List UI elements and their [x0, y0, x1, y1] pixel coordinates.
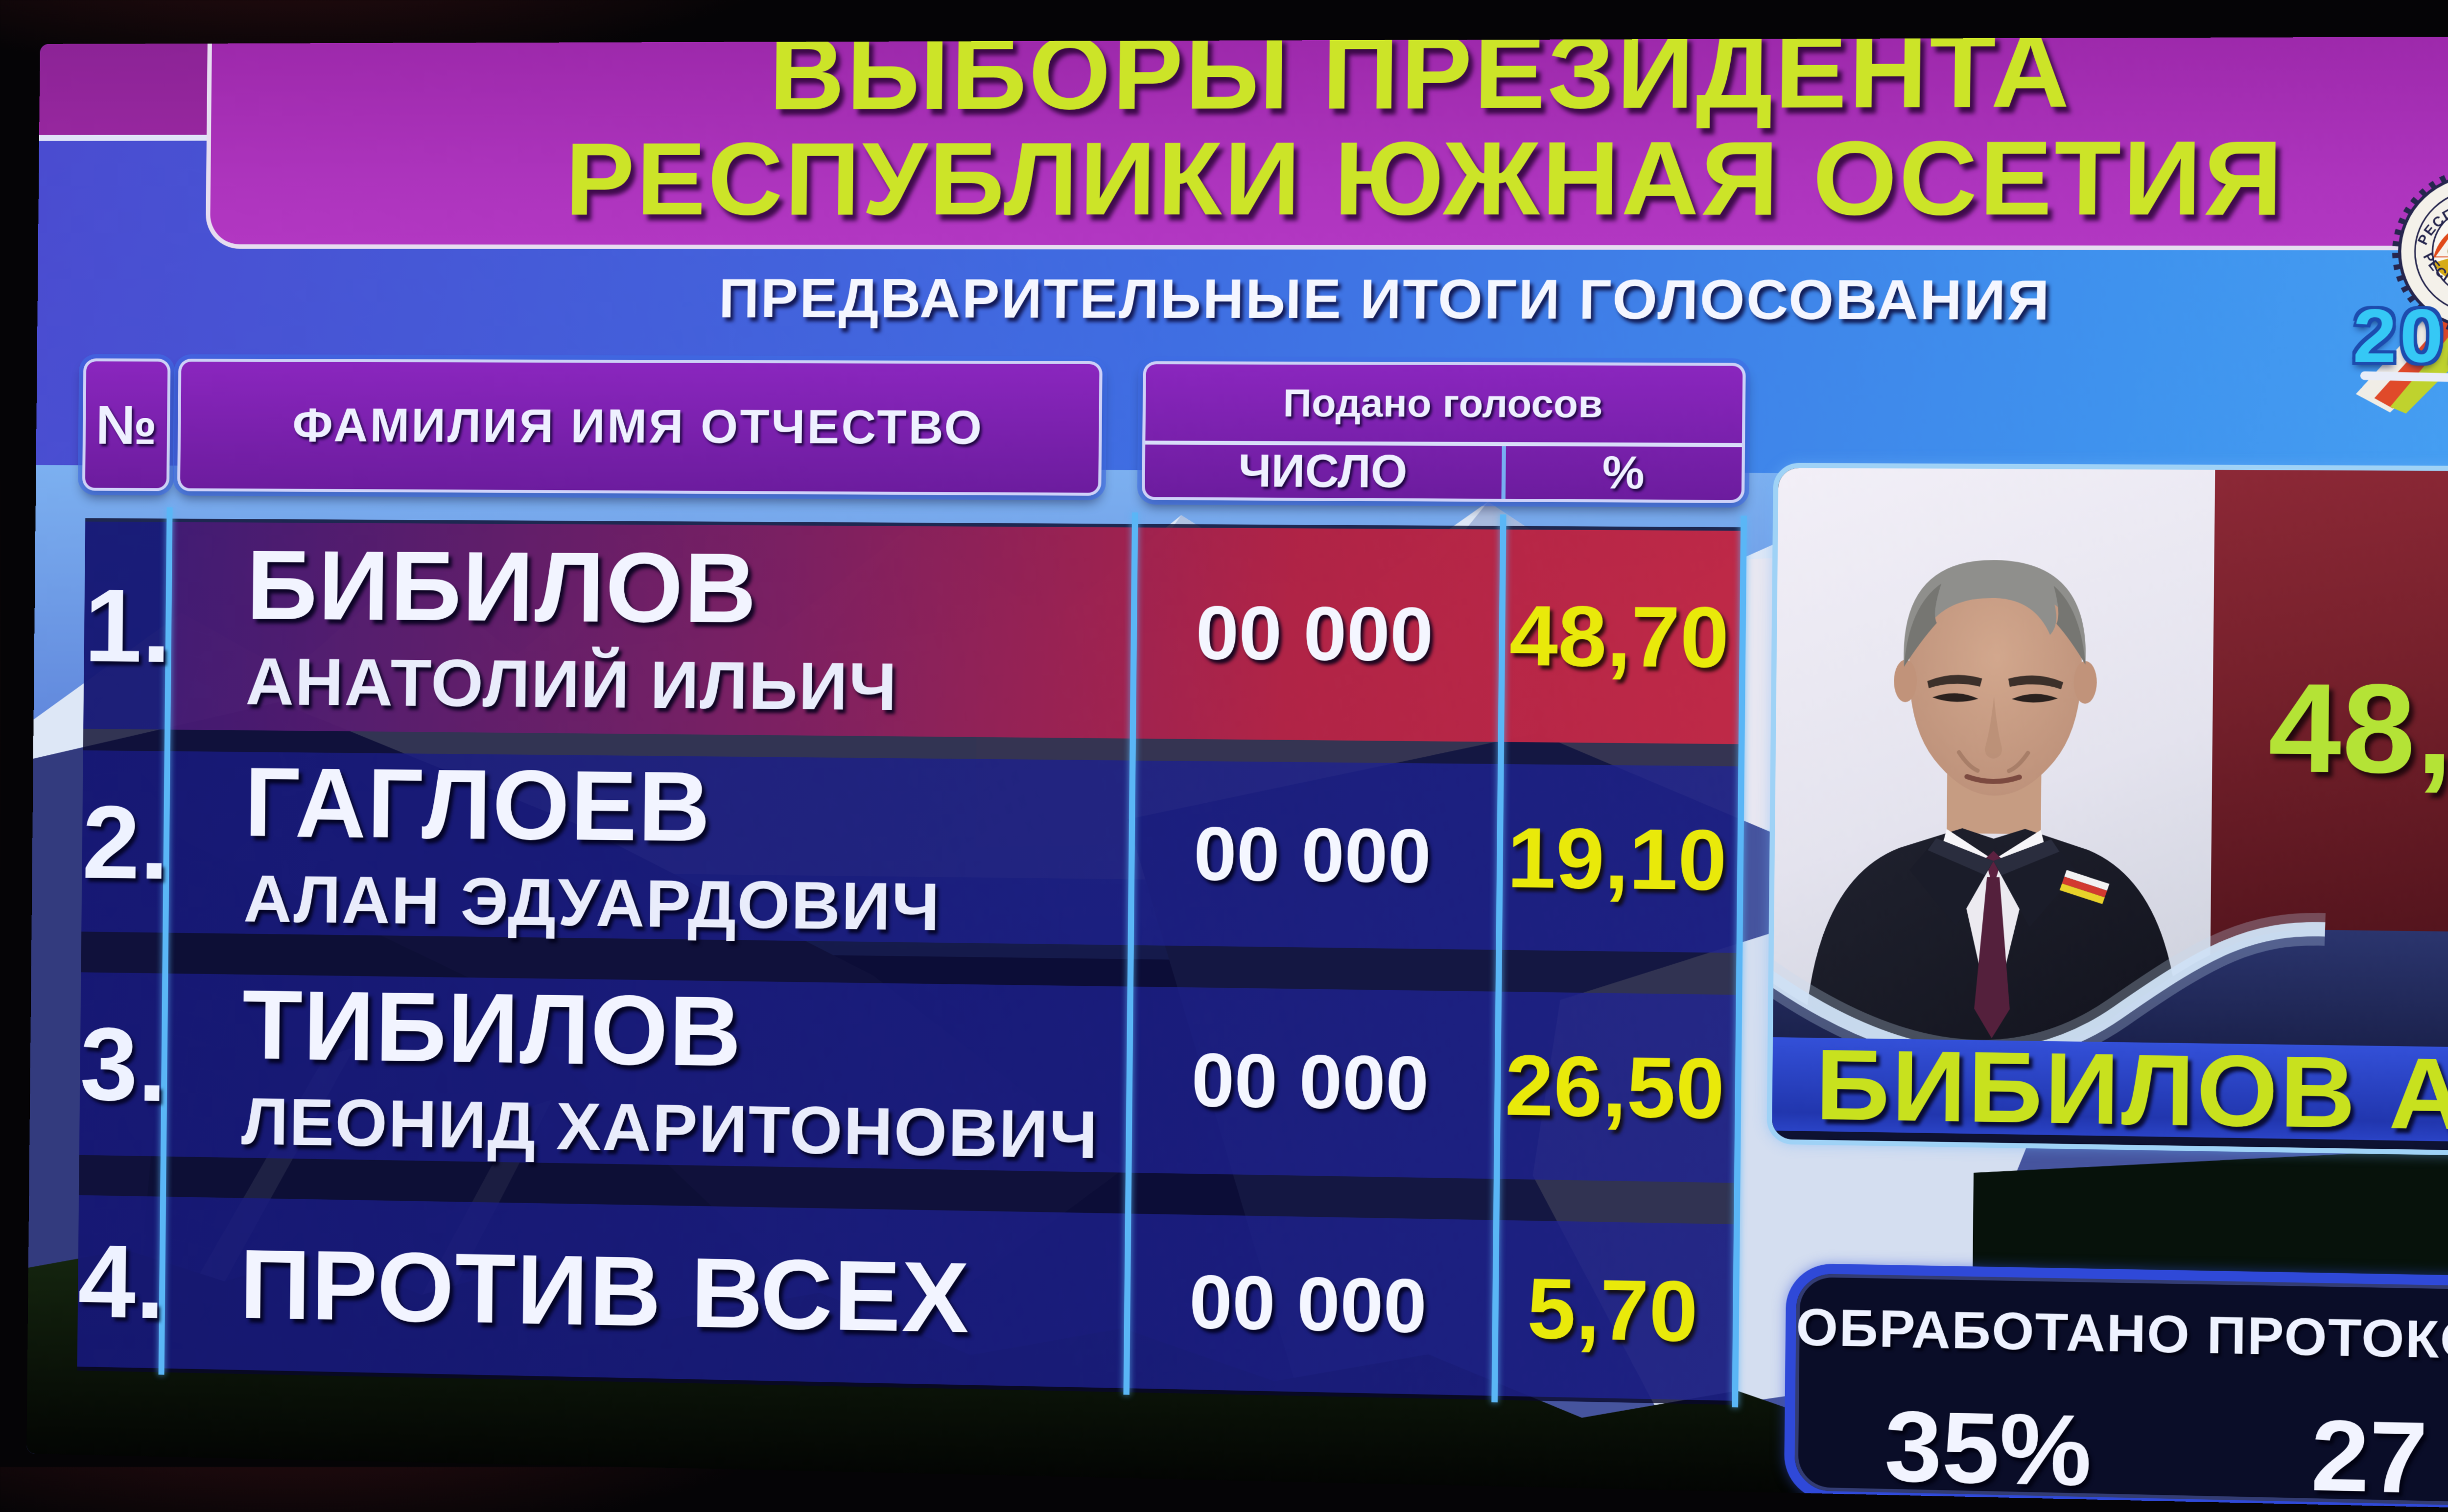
votes-count: 00 000	[1195, 590, 1434, 678]
protocols-box: ОБРАБОТАНО ПРОТОКОЛОВ УИК: 35% 27	[1784, 1263, 2448, 1512]
column-header-votes: Подано голосов ЧИСЛО %	[1141, 361, 1746, 503]
votes-group-label: Подано голосов	[1283, 380, 1603, 426]
title-panel: ВЫБОРЫ ПРЕЗИДЕНТА РЕСПУБЛИКИ ЮЖНАЯ ОСЕТИ…	[205, 36, 2448, 251]
row-number: 4.	[77, 1222, 165, 1341]
row-number: 2.	[81, 783, 169, 901]
tv-screen: ВЫБОРЫ ПРЕЗИДЕНТА РЕСПУБЛИКИ ЮЖНАЯ ОСЕТИ…	[26, 36, 2448, 1512]
column-header-number: №	[82, 358, 171, 491]
candidate-patronymic: ЛЕОНИД ХАРИТОНОВИЧ	[241, 1083, 1099, 1173]
subtitle: ПРЕДВАРИТЕЛЬНЫЕ ИТОГИ ГОЛОСОВАНИЯ	[718, 267, 2051, 332]
title-line-2: РЕСПУБЛИКИ ЮЖНАЯ ОСЕТИЯ	[565, 119, 2285, 238]
candidate-patronymic: АНАТОЛИЙ ИЛЬИЧ	[245, 644, 898, 724]
table-row-tibilov: 3. ТИБИЛОВ ЛЕОНИД ХАРИТОНОВИЧ 00 000 26,…	[79, 970, 1736, 1183]
candidate-surname: ГАГЛОЕВ	[244, 747, 712, 862]
table-row-against-all: 4. ПРОТИВ ВСЕХ 00 000 5,70	[77, 1195, 1734, 1401]
candidate-surname: ТИБИЛОВ	[241, 970, 743, 1088]
votes-count: 00 000	[1191, 1038, 1430, 1127]
votes-percent: 5,70	[1527, 1260, 1698, 1360]
votes-count: 00 000	[1189, 1259, 1427, 1349]
seal-text-top: РЕСПУБЛИКÆ ХУССАР ИРЫСТОН	[2319, 129, 2448, 249]
votes-percent: 19,10	[1506, 810, 1727, 908]
election-logo: РЕСПУБЛИКÆ ХУССАР ИРЫСТОН РЕСПУБЛИКА ЮЖН…	[2319, 129, 2448, 416]
column-header-count: ЧИСЛО	[1145, 444, 1506, 499]
leader-name: БИБИЛОВ А.И.	[1815, 1028, 2448, 1153]
leader-percent: 48,7%	[2267, 657, 2448, 802]
protocols-percent: 35%	[1883, 1390, 2093, 1507]
column-header-percent: %	[1602, 447, 1645, 499]
protocols-count: 27	[2310, 1399, 2428, 1512]
row-number: 3.	[79, 1005, 167, 1123]
votes-percent: 26,50	[1504, 1037, 1725, 1137]
leader-name-strip: БИБИЛОВ А.И.	[1772, 1029, 2448, 1153]
candidate-surname: ПРОТИВ ВСЕХ	[239, 1229, 971, 1353]
candidate-patronymic: АЛАН ЭДУАРДОВИЧ	[243, 861, 942, 945]
candidate-photo	[1772, 467, 2215, 1055]
column-header-name: ФАМИЛИЯ ИМЯ ОТЧЕСТВО	[177, 358, 1103, 496]
table-row-bibilov: 1. БИБИЛОВ АНАТОЛИЙ ИЛЬИЧ 00 000 48,70	[83, 521, 1741, 744]
leader-card: 48,7% БИБИЛОВ А.И.	[1766, 463, 2448, 1159]
row-number: 1.	[84, 567, 172, 684]
protocols-label: ОБРАБОТАНО ПРОТОКОЛОВ УИК:	[1795, 1298, 2448, 1376]
votes-percent: 48,70	[1508, 588, 1730, 686]
candidate-surname: БИБИЛОВ	[246, 530, 758, 644]
leader-percent-panel: 48,7%	[2210, 469, 2448, 991]
svg-text:РЕСПУБЛИКÆ ХУССАР ИРЫСТОН: РЕСПУБЛИКÆ ХУССАР ИРЫСТОН	[2319, 129, 2448, 249]
title-line-1: ВЫБОРЫ ПРЕЗИДЕНТА	[769, 36, 2072, 132]
election-year: 2017	[2352, 294, 2448, 379]
divider-line	[39, 135, 212, 141]
table-row-gagloev: 2. ГАГЛОЕВ АЛАН ЭДУАРДОВИЧ 00 000 19,10	[81, 747, 1739, 953]
votes-count: 00 000	[1193, 811, 1432, 900]
